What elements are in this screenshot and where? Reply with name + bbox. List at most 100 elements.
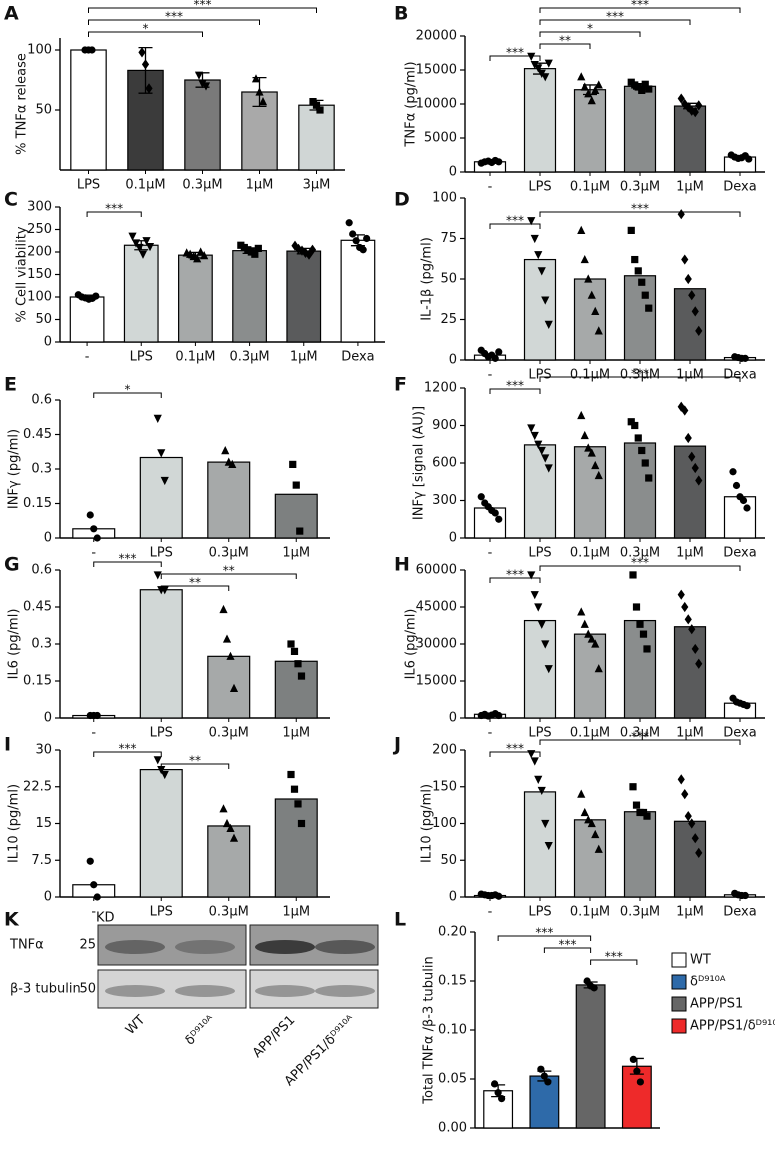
data-point xyxy=(131,239,141,248)
y-tick-label: 0 xyxy=(44,531,52,546)
legend-label: APP/PS1/δᴰ⁹¹⁰ᴬ xyxy=(690,1019,775,1034)
data-point xyxy=(591,639,600,648)
x-tick-label: 1μM xyxy=(282,726,310,741)
data-point xyxy=(201,82,211,91)
significance-label: *** xyxy=(559,938,577,952)
data-point xyxy=(580,82,589,91)
data-point xyxy=(684,614,692,625)
y-tick-label: 150 xyxy=(432,779,457,794)
data-point xyxy=(527,52,536,61)
bar xyxy=(139,589,183,719)
significance-label: *** xyxy=(631,0,649,12)
data-point xyxy=(228,459,237,468)
significance-bracket xyxy=(489,223,541,229)
significance-bracket xyxy=(539,19,691,25)
data-point xyxy=(677,589,685,600)
significance-bracket xyxy=(539,376,741,382)
kd-marker: 50 xyxy=(79,982,96,997)
data-point xyxy=(544,841,553,851)
y-tick-label: 0 xyxy=(449,353,457,368)
data-point xyxy=(297,819,306,828)
x-tick-label: 0.1μM xyxy=(125,178,165,193)
y-tick-label: 15 xyxy=(35,816,52,831)
data-point xyxy=(128,232,137,241)
x-tick-label: 0.1μM xyxy=(570,180,610,195)
data-point xyxy=(530,591,539,600)
y-tick-label: 0.15 xyxy=(23,496,52,511)
blot-band xyxy=(105,985,165,997)
data-point xyxy=(681,789,689,800)
x-tick-label: LPS xyxy=(528,368,551,383)
data-point xyxy=(359,246,367,254)
data-point xyxy=(491,354,499,362)
data-point xyxy=(90,881,98,889)
data-point xyxy=(580,254,589,264)
data-point xyxy=(636,620,644,628)
data-point xyxy=(534,775,543,784)
data-point xyxy=(345,219,353,227)
y-tick-label: 0.3 xyxy=(31,462,52,477)
data-point xyxy=(251,250,259,258)
legend-label: APP/PS1 xyxy=(690,997,743,1012)
data-point xyxy=(289,460,297,468)
data-point xyxy=(537,1065,545,1073)
significance-label: ** xyxy=(223,564,235,578)
data-point xyxy=(631,421,639,430)
row-label: β-3 tubulin xyxy=(10,982,81,997)
x-tick-label: - xyxy=(488,905,493,920)
x-tick-label: 0.3μM xyxy=(620,905,660,920)
x-tick-label: 0.3μM xyxy=(620,180,660,195)
data-point xyxy=(638,278,646,286)
y-tick-label: 50 xyxy=(440,853,457,868)
data-point xyxy=(534,440,543,449)
data-point xyxy=(297,672,306,680)
bar xyxy=(207,825,251,898)
significance-bracket xyxy=(497,935,592,941)
data-point xyxy=(645,304,653,312)
data-point xyxy=(591,460,600,470)
bar xyxy=(673,288,707,361)
x-tick-label: 0.1μM xyxy=(570,905,610,920)
data-point xyxy=(544,1078,552,1086)
data-point xyxy=(641,459,649,467)
significance-bracket xyxy=(539,211,741,217)
bar xyxy=(523,619,557,719)
data-point xyxy=(222,818,232,828)
bar xyxy=(529,1075,560,1129)
y-axis-label: INFγ [signal (AU)] xyxy=(412,406,427,520)
y-tick-label: 0.45 xyxy=(23,427,52,442)
panel-letter: I xyxy=(4,734,11,756)
x-tick-label: 1μM xyxy=(676,726,704,741)
x-tick-label: LPS xyxy=(528,726,551,741)
significance-label: ** xyxy=(189,754,201,768)
x-tick-label: 1μM xyxy=(676,180,704,195)
y-tick-label: 50 xyxy=(35,312,52,327)
data-point xyxy=(534,251,543,260)
y-axis-label: Total TNFα /β-3 tubulin xyxy=(422,956,437,1104)
x-tick-label: LPS xyxy=(150,726,173,741)
data-point xyxy=(591,829,600,839)
y-axis-label: INFγ (pg/ml) xyxy=(7,429,22,509)
data-point xyxy=(142,237,151,246)
data-point xyxy=(577,72,586,81)
data-point xyxy=(633,1067,641,1075)
data-point xyxy=(527,424,536,433)
y-axis-label: IL10 (pg/ml) xyxy=(7,784,22,863)
data-point xyxy=(363,234,371,243)
significance-bracket xyxy=(489,388,541,394)
data-point xyxy=(93,534,101,542)
bar xyxy=(573,446,607,539)
x-tick-label: 0.3μM xyxy=(182,178,222,193)
data-point xyxy=(145,83,153,94)
data-point xyxy=(537,267,546,276)
bar xyxy=(673,445,707,539)
data-point xyxy=(677,209,685,220)
y-tick-label: 250 xyxy=(27,222,52,237)
significance-bracket xyxy=(489,577,541,583)
data-point xyxy=(587,634,596,643)
y-tick-label: 75 xyxy=(440,231,457,246)
data-point xyxy=(157,449,166,458)
data-point xyxy=(138,47,146,58)
bar xyxy=(673,626,707,719)
data-point xyxy=(544,464,553,473)
